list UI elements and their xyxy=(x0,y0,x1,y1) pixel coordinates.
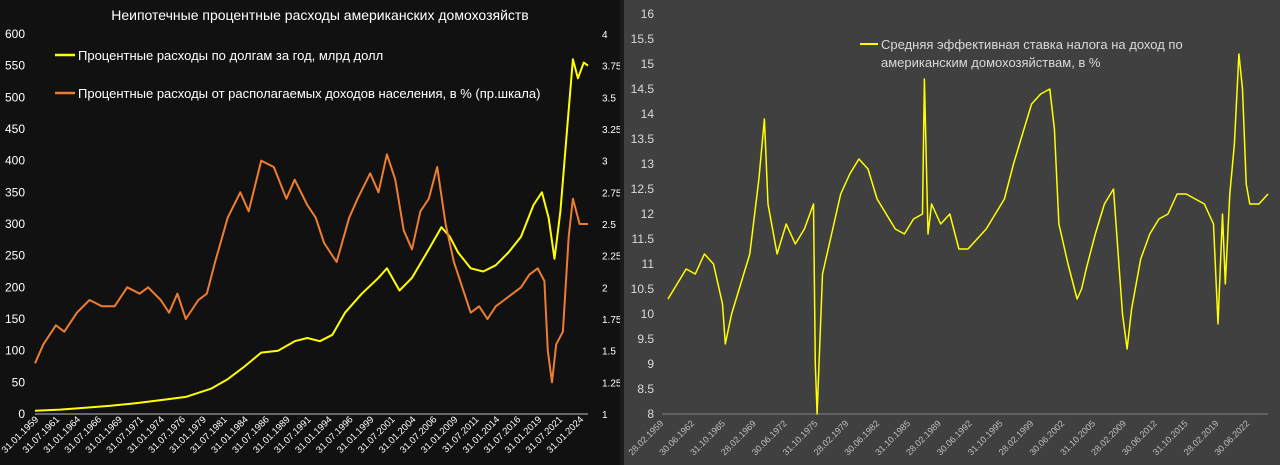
y-tick-12-5: 12.5 xyxy=(631,182,655,196)
left-chart-panel: Неипотечные процентные расходы американс… xyxy=(0,0,620,465)
y-tick-11-5: 11.5 xyxy=(632,232,655,246)
y-left-tick-300: 300 xyxy=(5,217,25,231)
y-left-tick-150: 150 xyxy=(5,312,25,326)
y-tick-14: 14 xyxy=(641,107,655,121)
legend-label-tax-rate-line2: американским домохозяйствам, в % xyxy=(881,55,1101,70)
legend-label-interest-share: Процентные расходы от располагаемых дохо… xyxy=(78,86,540,101)
series-line-interest-share xyxy=(34,153,588,384)
y-left-tick-500: 500 xyxy=(5,90,25,104)
y-right-tick-1-75: 1.75 xyxy=(602,315,620,326)
y-tick-8-5: 8.5 xyxy=(637,382,654,396)
y-right-tick-3-75: 3.75 xyxy=(602,62,620,73)
legend: Средняя эффективная ставка налога на дох… xyxy=(860,37,1183,70)
panel-divider xyxy=(620,0,624,465)
y-tick-10-5: 10.5 xyxy=(631,282,655,296)
y-tick-12: 12 xyxy=(641,207,655,221)
y-left-tick-450: 450 xyxy=(5,122,25,136)
y-right-tick-1: 1 xyxy=(602,410,608,421)
y-left-tick-400: 400 xyxy=(5,154,25,168)
plot-area xyxy=(34,58,589,412)
series-line-tax-rate xyxy=(667,53,1269,415)
y-tick-15-5: 15.5 xyxy=(631,32,655,46)
y-left-tick-200: 200 xyxy=(5,280,25,294)
right-chart-panel: Средняя эффективная ставка налога на дох… xyxy=(624,0,1280,465)
x-axis: 28.02.195930.06.196231.10.196528.02.1969… xyxy=(626,418,1251,457)
y-left-tick-100: 100 xyxy=(5,344,25,358)
y-left-tick-50: 50 xyxy=(12,375,26,389)
y-right-tick-1-25: 1.25 xyxy=(602,378,620,389)
y-left-tick-250: 250 xyxy=(5,249,25,263)
y-tick-9: 9 xyxy=(647,357,654,371)
interest-expense-chart: Неипотечные процентные расходы американс… xyxy=(0,7,620,456)
y-tick-14-5: 14.5 xyxy=(631,82,655,96)
legend-label-tax-rate-line1: Средняя эффективная ставка налога на дох… xyxy=(881,37,1183,70)
y-right-tick-2-25: 2.25 xyxy=(602,252,620,263)
x-axis: 31.01.195931.07.196131.01.196431.07.1966… xyxy=(0,414,586,455)
plot-area xyxy=(667,53,1269,415)
y-tick-13: 13 xyxy=(641,157,655,171)
y-tick-16: 16 xyxy=(641,7,655,21)
y-right-tick-3-25: 3.25 xyxy=(602,125,620,136)
y-right-tick-4: 4 xyxy=(602,30,608,41)
y-left-tick-350: 350 xyxy=(5,185,25,199)
y-tick-8: 8 xyxy=(647,407,654,421)
y-axis-left: 0 50 100 150 200 250 300 350 400 450 500 550 600 xyxy=(5,27,588,421)
legend: Процентные расходы по долгам за год, млр… xyxy=(55,48,540,101)
y-right-tick-2: 2 xyxy=(602,283,608,294)
y-right-tick-3: 3 xyxy=(602,157,608,168)
chart-title: Неипотечные процентные расходы американс… xyxy=(111,7,528,23)
legend-label-tax-rate: Средняя эффективная ставка налога на дох… xyxy=(881,37,1183,52)
y-tick-9-5: 9.5 xyxy=(637,332,654,346)
y-right-tick-2-75: 2.75 xyxy=(602,188,620,199)
y-right-tick-3-5: 3.5 xyxy=(602,93,616,104)
y-tick-15: 15 xyxy=(641,57,655,71)
y-tick-11: 11 xyxy=(642,257,655,271)
y-axis: 8 8.5 9 9.5 10 10.5 11 11.5 12 12.5 13 13.5 14 14.5 15… xyxy=(631,7,1268,421)
y-axis-right: 1 1.25 1.5 1.75 2 2.25 2.5 2.75 3 3.25 3.5 3.75 4 xyxy=(602,30,620,421)
y-tick-10: 10 xyxy=(641,307,655,321)
y-left-tick-0: 0 xyxy=(18,407,25,421)
y-right-tick-1-5: 1.5 xyxy=(602,347,616,358)
series-line-debt-interest xyxy=(34,58,589,412)
legend-label-debt-interest: Процентные расходы по долгам за год, млр… xyxy=(78,48,383,63)
y-right-tick-2-5: 2.5 xyxy=(602,220,616,231)
y-left-tick-550: 550 xyxy=(5,59,25,73)
y-left-tick-600: 600 xyxy=(5,27,25,41)
y-tick-13-5: 13.5 xyxy=(631,132,655,146)
tax-rate-chart: Средняя эффективная ставка налога на дох… xyxy=(626,7,1269,457)
